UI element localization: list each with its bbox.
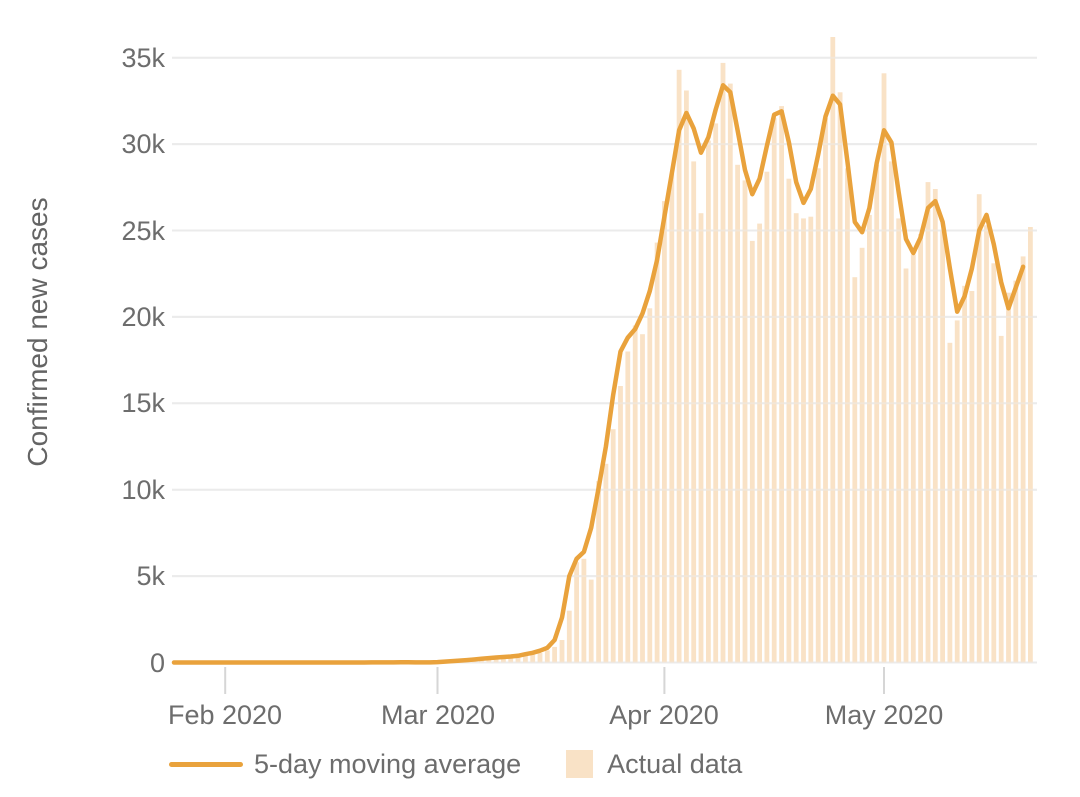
bar-actual-data bbox=[501, 657, 506, 663]
bar-actual-data bbox=[618, 386, 623, 663]
y-tick-label: 15k bbox=[121, 388, 165, 418]
bar-actual-data bbox=[910, 254, 916, 663]
bar-actual-data bbox=[808, 216, 814, 663]
x-tick-label: Feb 2020 bbox=[167, 700, 283, 730]
y-axis-title: Confirmed new cases bbox=[22, 197, 53, 467]
bar-actual-data bbox=[984, 225, 989, 663]
bar-actual-data bbox=[1013, 280, 1019, 663]
bar-actual-data bbox=[676, 69, 682, 663]
legend-label-actual-data: Actual data bbox=[607, 748, 743, 779]
y-tick-label: 25k bbox=[121, 216, 165, 246]
bar-actual-data bbox=[662, 201, 667, 663]
moving-average-line bbox=[171, 83, 1026, 665]
bar-actual-data bbox=[889, 161, 894, 663]
bar-actual-data bbox=[771, 118, 777, 663]
bar-actual-data bbox=[830, 37, 836, 663]
bar-actual-data bbox=[823, 118, 828, 663]
x-tick-label: Mar 2020 bbox=[380, 700, 496, 730]
bar-actual-data bbox=[903, 268, 909, 663]
line-series-swatch bbox=[169, 761, 243, 767]
y-tick-label: 35k bbox=[121, 43, 165, 73]
bar-actual-data bbox=[493, 658, 499, 663]
bar-actual-data bbox=[764, 171, 770, 663]
bar-actual-data bbox=[837, 92, 843, 663]
bar-series-swatch bbox=[566, 750, 594, 778]
bar-actual-data bbox=[537, 653, 543, 663]
bar-actual-data bbox=[940, 230, 945, 663]
bar-actual-data bbox=[947, 342, 953, 663]
bar-actual-data bbox=[786, 178, 792, 663]
bar-actual-data bbox=[588, 579, 594, 663]
bar-actual-data bbox=[735, 164, 740, 663]
bar-actual-data bbox=[566, 610, 572, 663]
bar-actual-data bbox=[530, 654, 536, 663]
y-tick-label: 5k bbox=[136, 561, 165, 591]
bar-actual-data bbox=[1006, 292, 1011, 663]
bar-actual-data bbox=[654, 242, 660, 663]
bar-actual-data bbox=[640, 334, 645, 663]
legend-item-moving-average: 5-day moving average bbox=[169, 749, 521, 780]
bar-actual-data bbox=[969, 291, 975, 663]
bar-actual-data bbox=[925, 182, 931, 663]
bar-actual-data bbox=[559, 640, 565, 663]
bar-actual-data bbox=[779, 106, 784, 663]
bar-actual-data bbox=[801, 218, 806, 663]
bar-actual-data bbox=[574, 562, 579, 663]
bar-actual-data bbox=[603, 463, 609, 663]
x-tick-label: Apr 2020 bbox=[609, 700, 719, 730]
bar-actual-data bbox=[669, 173, 675, 663]
bar-actual-data bbox=[998, 335, 1004, 663]
bar-actual-data bbox=[581, 558, 587, 663]
bar-actual-data bbox=[962, 285, 967, 663]
bar-actual-data bbox=[976, 194, 982, 663]
bar-actual-data bbox=[845, 168, 850, 663]
bar-actual-data bbox=[486, 658, 492, 663]
bar-actual-data bbox=[625, 351, 631, 663]
bar-actual-data bbox=[749, 240, 755, 663]
y-tick-label: 0 bbox=[149, 648, 165, 678]
bar-actual-data bbox=[691, 161, 697, 663]
bar-actual-data bbox=[793, 213, 799, 663]
bar-actual-data bbox=[874, 164, 880, 663]
bar-actual-data bbox=[698, 213, 704, 663]
bar-actual-data bbox=[852, 277, 858, 663]
bar-actual-data bbox=[918, 234, 923, 663]
bar-actual-data bbox=[867, 214, 872, 663]
bar-actual-data bbox=[1020, 256, 1026, 663]
bar-actual-data bbox=[508, 657, 514, 663]
legend: 5-day moving average Actual data bbox=[169, 742, 742, 786]
bar-actual-data bbox=[896, 218, 902, 663]
legend-label-moving-average: 5-day moving average bbox=[254, 748, 522, 779]
bar-actual-data bbox=[932, 189, 938, 663]
bar-actual-data bbox=[815, 168, 821, 663]
x-tick-label: May 2020 bbox=[824, 700, 944, 730]
bar-actual-data bbox=[610, 429, 616, 663]
bar-actual-data bbox=[742, 180, 748, 663]
bar-actual-data bbox=[544, 650, 550, 663]
bar-actual-data bbox=[720, 62, 726, 663]
bar-actual-data bbox=[515, 656, 521, 663]
bar-actual-data bbox=[881, 73, 887, 663]
bar-actual-data bbox=[991, 263, 997, 663]
bar-actual-data bbox=[706, 140, 711, 663]
bar-actual-data bbox=[859, 247, 865, 663]
bar-actual-data bbox=[757, 223, 762, 663]
y-tick-label: 10k bbox=[121, 475, 165, 505]
bar-actual-data bbox=[523, 655, 528, 663]
bar-actual-data bbox=[647, 308, 653, 663]
y-tick-label: 20k bbox=[121, 302, 165, 332]
bar-actual-data bbox=[713, 123, 719, 663]
bar-actual-data bbox=[954, 320, 960, 663]
bar-actual-data bbox=[552, 646, 557, 663]
legend-item-actual-data: Actual data bbox=[566, 749, 742, 780]
bar-actual-data bbox=[684, 90, 689, 663]
bar-actual-data bbox=[727, 83, 733, 663]
bar-actual-data bbox=[632, 325, 638, 663]
y-tick-label: 30k bbox=[121, 129, 165, 159]
bar-actual-data bbox=[596, 481, 601, 663]
bar-actual-data bbox=[1028, 227, 1033, 663]
bar-actual-data bbox=[479, 659, 484, 663]
